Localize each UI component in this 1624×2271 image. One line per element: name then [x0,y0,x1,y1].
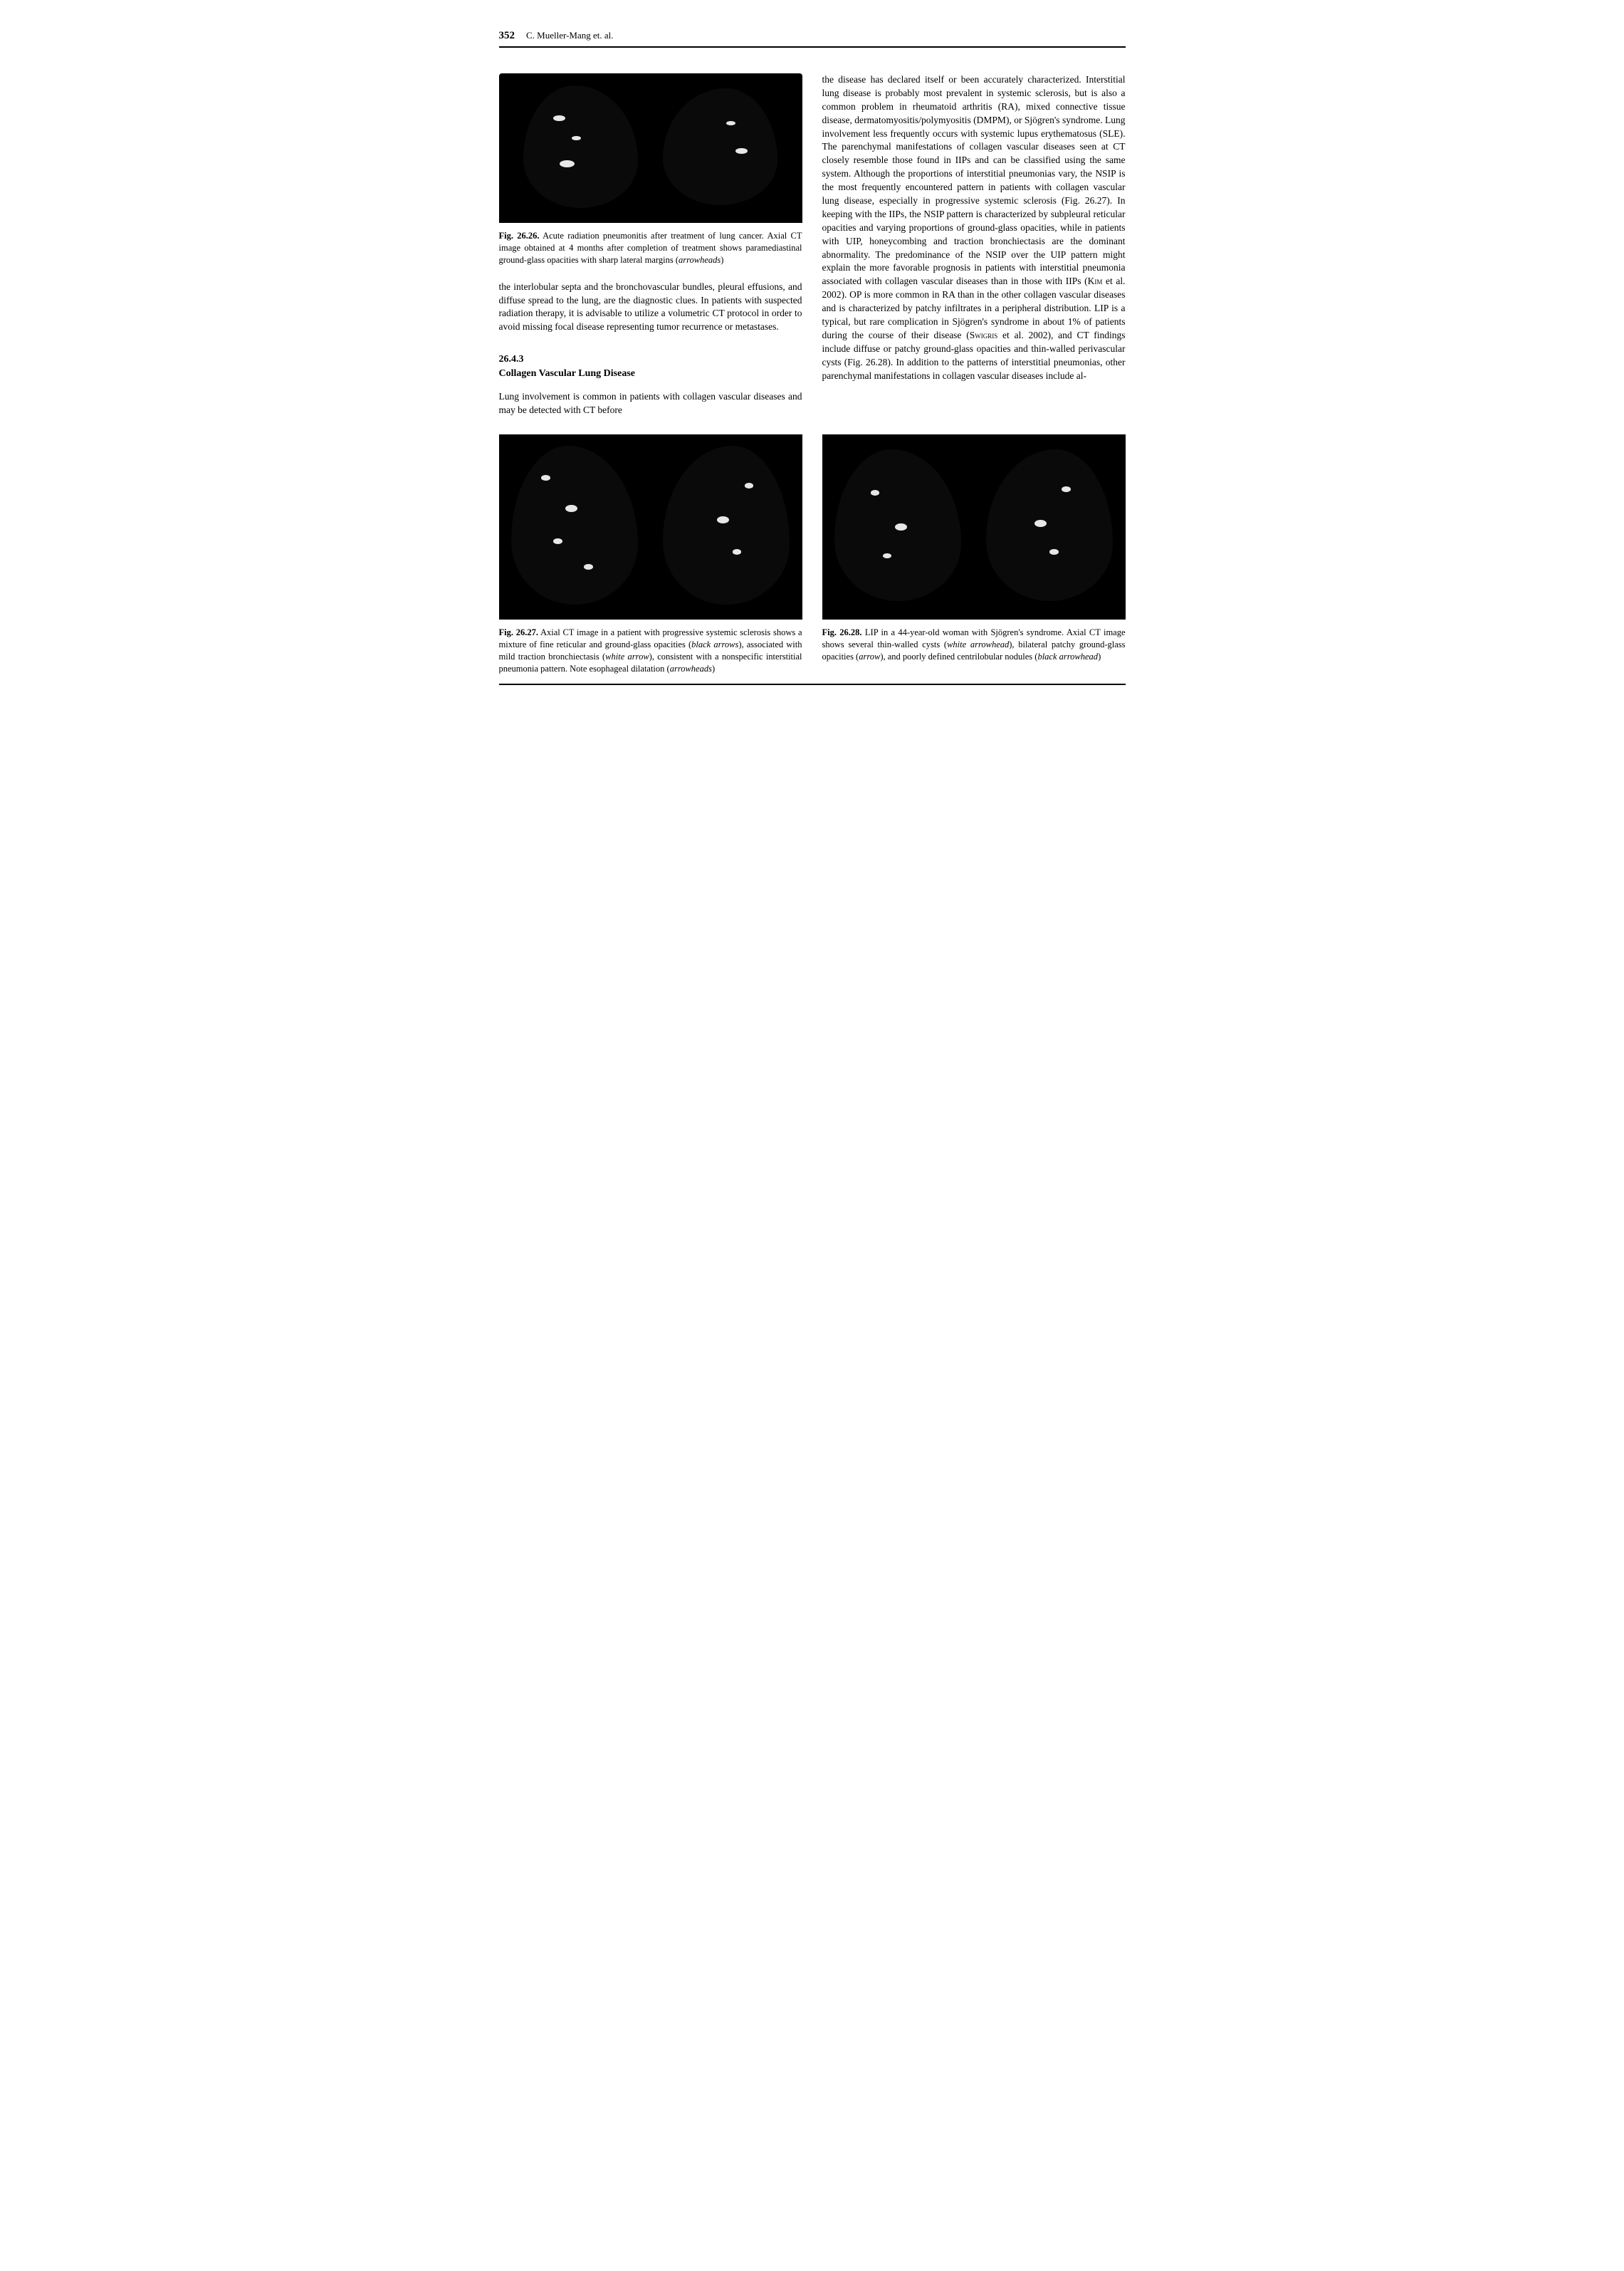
figure-26-28: Fig. 26.28. LIP in a 44-year-old woman w… [822,434,1126,675]
figure-26-26: Fig. 26.26. Acute radiation pneumonitis … [499,73,802,266]
page-authors: C. Mueller-Mang et. al. [526,29,613,42]
main-content: Fig. 26.26. Acute radiation pneumonitis … [499,73,1126,417]
caption-emph-a: black arrows [691,639,738,649]
section-heading: 26.4.3 Collagen Vascular Lung Disease [499,353,802,380]
paragraph-1: the interlobular septa and the bronchova… [499,281,802,335]
figure-label: Fig. 26.26. [499,231,540,241]
ct-image-26-27 [499,434,802,620]
section-number: 26.4.3 [499,353,802,367]
ct-image-26-26 [499,73,802,223]
caption-emph: arrowheads [679,255,721,265]
caption-tail: ) [721,255,723,265]
page-number: 352 [499,28,515,43]
citation-kim: Kim [1088,276,1103,286]
figure-caption-26-27: Fig. 26.27. Axial CT image in a patient … [499,627,802,675]
page-header: 352 C. Mueller-Mang et. al. [499,28,1126,48]
citation-swigris: Swigris [970,330,998,340]
figure-label: Fig. 26.27. [499,627,538,637]
section-title: Collagen Vascular Lung Disease [499,367,802,381]
figure-caption-26-26: Fig. 26.26. Acute radiation pneumonitis … [499,230,802,266]
caption-text-d: ) [712,664,715,674]
caption-emph-b: white arrow [605,652,649,662]
caption-emph-c: arrowheads [670,664,712,674]
paragraph-2: Lung involvement is common in patients w… [499,390,802,417]
caption-text-c: ), and poorly defined centrilobular nodu… [880,652,1037,662]
ct-image-26-28 [822,434,1126,620]
caption-emph-a: white arrowhead [947,639,1009,649]
caption-text-d: ) [1098,652,1101,662]
caption-emph-c: black arrowhead [1037,652,1098,662]
caption-emph-b: arrow [859,652,880,662]
figure-label: Fig. 26.28. [822,627,862,637]
para3-part-a: the disease has declared itself or been … [822,74,1126,286]
figure-caption-26-28: Fig. 26.28. LIP in a 44-year-old woman w… [822,627,1126,663]
figure-26-27: Fig. 26.27. Axial CT image in a patient … [499,434,802,675]
paragraph-3: the disease has declared itself or been … [822,73,1126,382]
bottom-figures-row: Fig. 26.27. Axial CT image in a patient … [499,434,1126,685]
caption-text: Acute radiation pneumonitis after treatm… [499,231,802,265]
